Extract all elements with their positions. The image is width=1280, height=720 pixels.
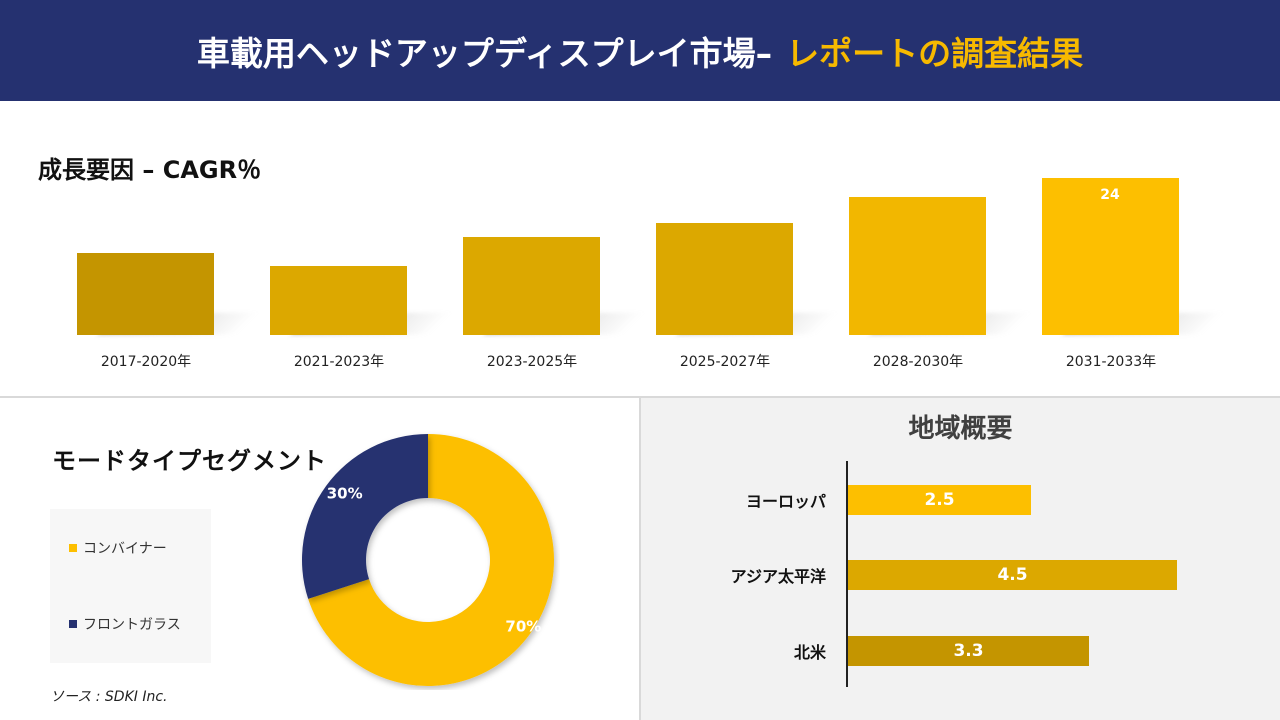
report-subtitle: レポートの調査結果: [786, 33, 1084, 73]
report-title: 車載用ヘッドアップディスプレイ市場–: [196, 33, 773, 73]
legend-item-combiner: コンバイナー: [69, 538, 167, 558]
source-note: ソース : SDKI Inc.: [50, 689, 168, 705]
cagr-bar: [270, 266, 407, 335]
region-bar: [848, 636, 1089, 666]
cagr-x-label: 2031-2033年: [1065, 354, 1157, 370]
cagr-bar: [1042, 178, 1179, 335]
legend-label-windshield: フロントガラス: [83, 617, 181, 633]
cagr-x-label: 2025-2027年: [679, 354, 771, 370]
cagr-x-label: 2028-2030年: [872, 354, 964, 370]
region-bar-value: 3.3: [953, 641, 984, 661]
legend-label-combiner: コンバイナー: [83, 541, 167, 557]
cagr-bar: [77, 253, 214, 335]
cagr-x-label: 2017-2020年: [100, 354, 192, 370]
cagr-bar: [849, 197, 986, 335]
donut-slice: [308, 434, 554, 686]
region-panel: 地域概要 ヨーロッパ 2.5 アジア太平洋 4.5 北米 3.3: [641, 398, 1280, 720]
legend-item-windshield: フロントガラス: [69, 614, 181, 634]
legend-swatch-combiner: [69, 544, 77, 552]
cagr-x-label: 2023-2025年: [486, 354, 578, 370]
donut-slice: [302, 434, 428, 599]
segment-donut-chart: 70% 30%: [302, 434, 554, 686]
legend-swatch-windshield: [69, 620, 77, 628]
region-bar-value: 2.5: [924, 490, 955, 510]
region-category-label: 北米: [793, 643, 826, 662]
region-category-label: アジア太平洋: [730, 567, 826, 586]
region-axis-line: [846, 461, 848, 687]
donut-slice-label: 70%: [505, 617, 541, 635]
section-divider-horizontal: [0, 396, 1280, 398]
cagr-bar-value: 24: [1100, 187, 1120, 203]
cagr-chart-title: 成長要因 – CAGR％: [38, 156, 262, 184]
cagr-bar: [656, 223, 793, 335]
region-bar: [848, 485, 1031, 515]
header-banner: 車載用ヘッドアップディスプレイ市場– レポートの調査結果: [0, 0, 1280, 101]
region-chart-title: 地域概要: [908, 414, 1013, 444]
donut-slice-label: 30%: [327, 484, 363, 502]
segment-legend: コンバイナー フロントガラス: [50, 509, 211, 663]
cagr-x-label: 2021-2023年: [293, 354, 385, 370]
segment-chart-title: モードタイプセグメント: [52, 447, 327, 475]
section-divider-vertical: [639, 398, 641, 720]
cagr-bar: [463, 237, 600, 335]
region-category-label: ヨーロッパ: [745, 492, 826, 511]
region-bar: [848, 560, 1177, 590]
region-bar-value: 4.5: [997, 565, 1028, 585]
